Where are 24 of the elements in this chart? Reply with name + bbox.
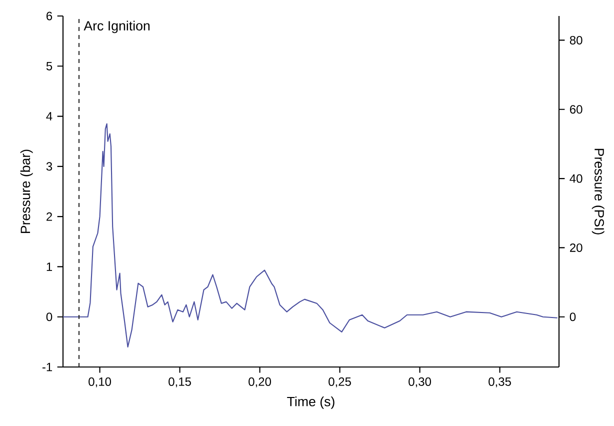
- y-tick-label: 0: [46, 312, 52, 322]
- y-axis-title: Pressure (bar): [20, 150, 33, 234]
- x-tick-label: 0,30: [408, 377, 432, 388]
- y2-tick-label: 40: [570, 174, 582, 183]
- y2-tick-label: 20: [570, 243, 582, 252]
- y-tick-label: 4: [46, 112, 52, 120]
- line-series: [63, 123, 558, 348]
- y-tick-label: -1: [42, 362, 52, 372]
- x-tick-label: 0,25: [328, 377, 351, 388]
- y2-axis-title: Pressure (PSI): [592, 148, 604, 234]
- y2-tick-label: 60: [570, 105, 582, 114]
- y-tick-label: 5: [46, 62, 52, 70]
- y2-tick-label: 0: [570, 312, 576, 322]
- y2-tick-label: 80: [570, 36, 582, 44]
- x-tick-label: 0,15: [168, 377, 191, 388]
- x-tick-label: 0,10: [88, 377, 112, 388]
- y-tick-label: 2: [46, 212, 52, 221]
- y-tick-label: 1: [46, 262, 52, 271]
- y-tick-label: 3: [46, 162, 52, 171]
- x-axis-title: Time (s): [287, 396, 334, 409]
- x-tick-label: 0,35: [488, 377, 511, 388]
- x-tick-label: 0,20: [248, 377, 272, 388]
- y-tick-label: 6: [46, 12, 52, 20]
- ref-line-label: Arc Ignition: [84, 20, 150, 34]
